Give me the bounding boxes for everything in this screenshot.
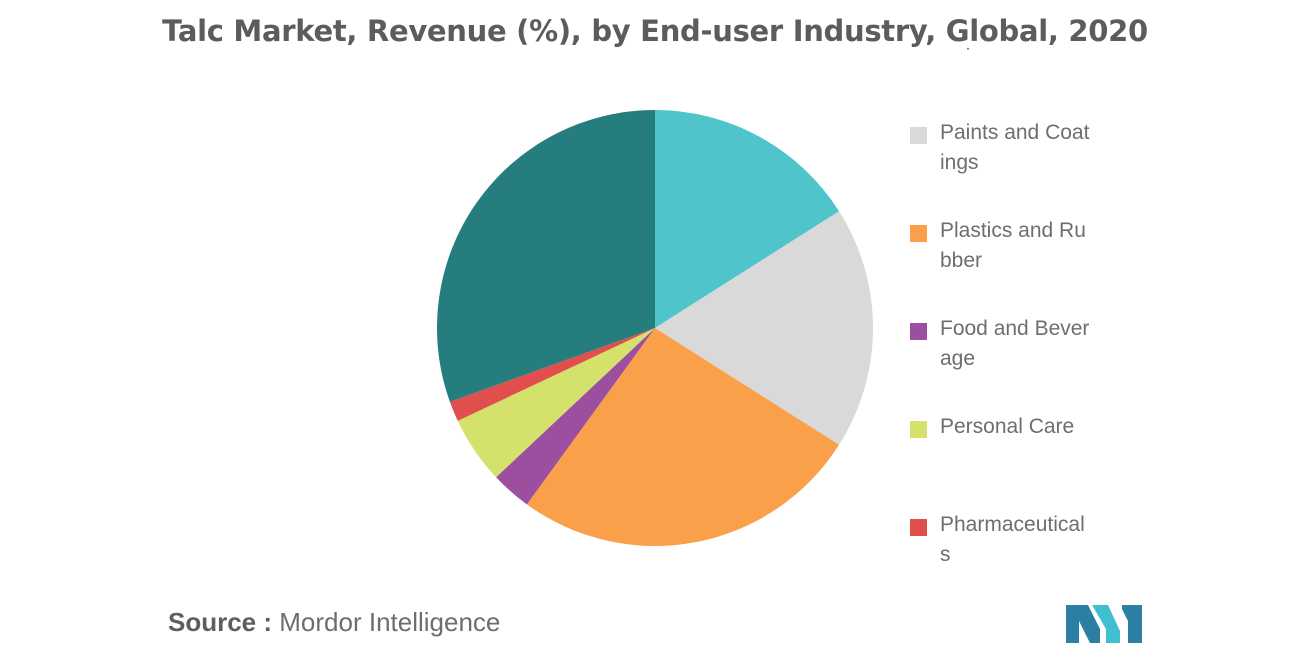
- logo-middle-shape: [1092, 605, 1120, 643]
- source-value: Mordor Intelligence: [279, 607, 501, 637]
- source-note: Source : Mordor Intelligence: [168, 607, 500, 638]
- pie-slice-plastics-and-rubber: [526, 328, 840, 547]
- logo-left-shape: [1066, 605, 1100, 643]
- legend-swatch: [910, 225, 927, 242]
- legend-item-personal-care: Personal Care: [910, 412, 1110, 474]
- mordor-intelligence-logo: [1066, 605, 1142, 643]
- legend-swatch: [910, 127, 927, 144]
- legend-swatch: [910, 421, 927, 438]
- legend-item-plastics-and-rubber: Plastics and Rubber: [910, 216, 1110, 278]
- pie-slice-pharmaceuticals: [449, 328, 655, 421]
- legend-swatch: [910, 323, 927, 340]
- legend-item-food-and-beverage: Food and Beverage: [910, 314, 1110, 376]
- legend-label: Pharmaceuticals: [940, 513, 1085, 566]
- legend-item-paper: Paper: [910, 48, 1110, 86]
- pie-slice-paper: [655, 110, 840, 328]
- legend-label: Paints and Coatings: [940, 121, 1090, 174]
- legend-label: Personal Care: [940, 415, 1075, 438]
- source-label: Source :: [168, 607, 273, 637]
- pie-slice-food-and-beverage: [496, 328, 655, 505]
- pie-slice-others: [437, 110, 655, 402]
- logo-right-shape: [1122, 605, 1142, 643]
- legend-swatch: [910, 519, 927, 536]
- legend-item-paints-and-coatings: Paints and Coatings: [910, 118, 1110, 180]
- chart-title: Talc Market, Revenue (%), by End-user In…: [162, 14, 1148, 48]
- pie-slice-personal-care: [457, 328, 655, 478]
- legend-label: Plastics and Rubber: [940, 219, 1086, 272]
- legend-item-pharmaceuticals: Pharmaceuticals: [910, 510, 1110, 572]
- legend-label: Paper: [940, 48, 1090, 54]
- legend: Paper Paints and Coatings Plastics and Rub…: [910, 48, 1110, 578]
- legend-label: Food and Beverage: [940, 317, 1090, 370]
- pie-slice-paints-and-coatings: [655, 211, 873, 445]
